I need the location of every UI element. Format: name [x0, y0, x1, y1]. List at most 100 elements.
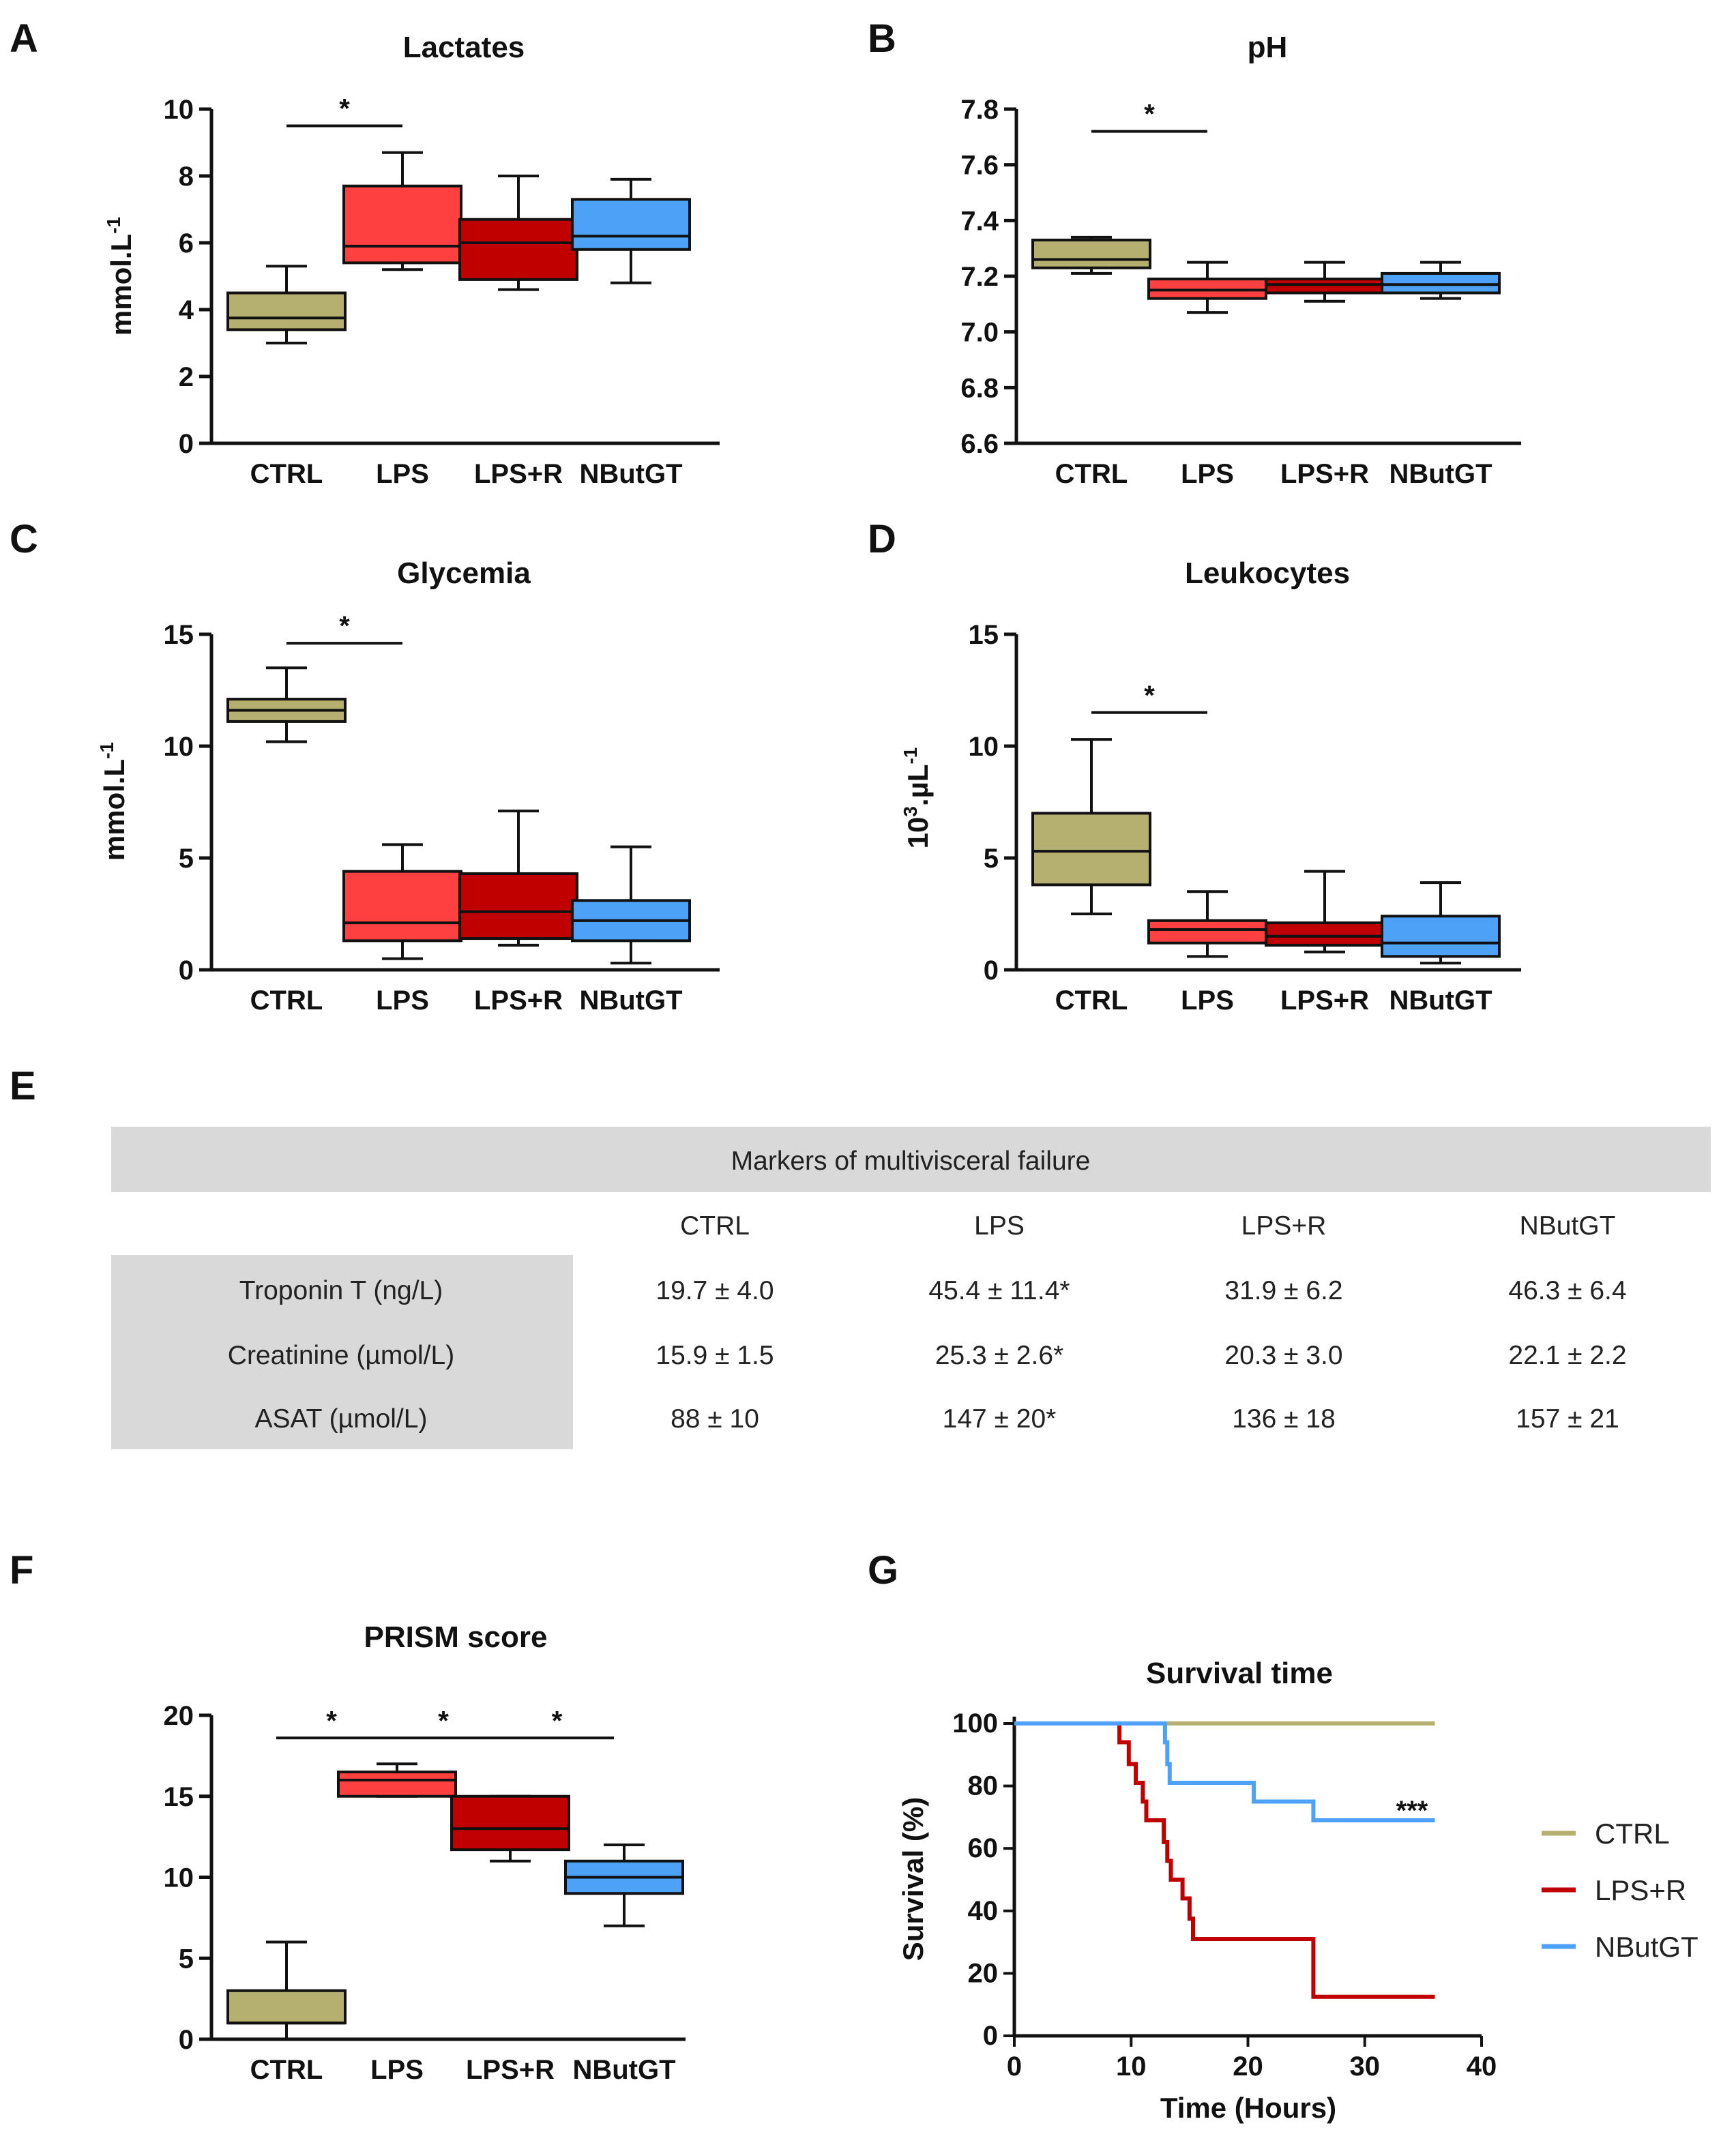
significance-annotation: *** — [1396, 1796, 1428, 1826]
panel-b: pH 6.6 6.8 7.0 7.2 7.4 7.6 7.8 CTRL LPS LPS+R NButG… — [960, 31, 1521, 489]
box-nbutgt — [571, 845, 691, 965]
y-tick-label: 6.6 — [960, 429, 999, 459]
table-row-label: Creatinine (µmol/L) — [228, 1341, 454, 1370]
box-lps — [342, 843, 462, 960]
significance-star: * — [1144, 681, 1155, 711]
table-cell: 45.4 ± 11.4* — [928, 1276, 1070, 1305]
y-tick-label: 6.8 — [960, 373, 999, 403]
y-tick-label: 6 — [179, 228, 194, 258]
legend-label: CTRL — [1595, 1818, 1670, 1850]
box-iqr — [1381, 915, 1501, 958]
y-tick-label: 20 — [164, 1701, 194, 1731]
box-iqr — [571, 198, 691, 251]
x-tick-label: LPS — [376, 459, 429, 489]
box-iqr — [458, 872, 578, 941]
x-tick-label: NButGT — [1389, 459, 1492, 489]
y-tick-label: 0 — [179, 429, 194, 459]
legend-item: NButGT — [1542, 1931, 1698, 1963]
table-cell: 88 ± 10 — [671, 1404, 759, 1434]
table-markers: Markers of multivisceral failure CTRL LPS L… — [111, 1127, 1711, 1449]
significance-star: * — [438, 1706, 449, 1736]
panel-a: Lactates 0 2 4 6 8 10 mmol.L-1 CTRL LPS LPS+R NButG… — [103, 31, 720, 489]
box-lps-plus-r — [450, 1794, 570, 1863]
y-tick-label: 0 — [179, 956, 194, 986]
y-tick-label: 100 — [952, 1708, 998, 1738]
significance-star: * — [339, 611, 350, 641]
y-tick-label: 10 — [164, 95, 194, 125]
panel-label-d: D — [868, 517, 896, 561]
x-tick-label: LPS+R — [1280, 986, 1369, 1016]
significance-star: * — [326, 1706, 337, 1736]
table-title: Markers of multivisceral failure — [731, 1146, 1091, 1176]
y-tick-label: 40 — [968, 1896, 999, 1926]
box-ctrl — [226, 1940, 347, 2041]
table-cell: 25.3 ± 2.6* — [935, 1341, 1063, 1370]
box-iqr — [342, 184, 462, 265]
x-tick-label: CTRL — [250, 986, 323, 1016]
x-tick-label: CTRL — [250, 2055, 323, 2085]
table-row: Troponin T (ng/L) 19.7 ± 4.0 45.4 ± 11.4* 3… — [239, 1276, 1627, 1305]
box-ctrl — [1031, 235, 1151, 275]
table-row-label: Troponin T (ng/L) — [239, 1276, 443, 1305]
x-tick-label: 30 — [1350, 2052, 1381, 2082]
x-tick-label: 40 — [1467, 2052, 1497, 2082]
panel-c: Glycemia 0 5 10 15 mmol.L-1 CTRL LPS LPS+R NButGT… — [96, 557, 720, 1016]
table-column-header: LPS+R — [1241, 1211, 1327, 1241]
table-cell: 31.9 ± 6.2 — [1224, 1276, 1342, 1305]
legend-item: CTRL — [1542, 1818, 1670, 1850]
table-row: Creatinine (µmol/L) 15.9 ± 1.5 25.3 ± 2.6*… — [228, 1341, 1627, 1370]
box-iqr — [226, 1989, 347, 2025]
box-iqr — [226, 291, 347, 331]
box-iqr — [1265, 278, 1385, 295]
significance-star: * — [339, 94, 350, 124]
panel-f: PRISM score 0 5 10 15 20 CTRL LPS LPS+R NButGT * * * — [164, 1620, 686, 2085]
series-nbutgt — [1014, 1721, 1435, 1822]
x-tick-label: NButGT — [579, 459, 682, 489]
x-tick-label: LPS — [370, 2055, 424, 2085]
y-tick-label: 20 — [968, 1958, 999, 1988]
table-title-band — [111, 1127, 1711, 1192]
y-tick-label: 10 — [164, 732, 194, 762]
panel-label-c: C — [10, 517, 38, 561]
y-axis-label: mmol.L-1 — [103, 217, 137, 336]
y-tick-label: 0 — [179, 2025, 194, 2055]
box-nbutgt — [1381, 261, 1501, 300]
box-nbutgt — [571, 177, 691, 284]
x-tick-label: LPS+R — [1280, 459, 1369, 489]
table-cell: 157 ± 21 — [1516, 1404, 1619, 1434]
box-iqr — [458, 218, 578, 281]
y-axis-label: Survival (%) — [897, 1797, 929, 1961]
box-ctrl — [1031, 738, 1151, 915]
y-axis-label: 103.µL-1 — [900, 747, 934, 849]
y-tick-label: 15 — [969, 620, 999, 650]
chart-title: Survival time — [1146, 1657, 1333, 1690]
y-tick-label: 80 — [968, 1771, 999, 1801]
y-tick-label: 8 — [179, 162, 194, 192]
legend-label: NButGT — [1595, 1931, 1698, 1963]
table-cell: 147 ± 20* — [943, 1404, 1057, 1434]
x-tick-label: LPS — [1181, 986, 1234, 1016]
box-lps — [337, 1762, 457, 1798]
y-tick-label: 5 — [179, 1944, 194, 1974]
row-label-band — [111, 1255, 573, 1449]
y-tick-label: 7.8 — [960, 95, 999, 125]
legend-item: LPS+R — [1542, 1874, 1686, 1906]
x-tick-label: CTRL — [1055, 986, 1128, 1016]
table-cell: 46.3 ± 6.4 — [1508, 1276, 1626, 1305]
x-tick-label: CTRL — [1055, 459, 1128, 489]
box-ctrl — [226, 265, 347, 344]
legend: CTRL LPS+R NButGT — [1542, 1818, 1698, 1963]
panel-label-e: E — [10, 1064, 36, 1108]
x-tick-label: LPS — [376, 986, 429, 1016]
y-tick-label: 60 — [968, 1833, 999, 1863]
table-cell: 136 ± 18 — [1232, 1404, 1336, 1434]
y-tick-label: 15 — [164, 1782, 194, 1812]
table-cell: 19.7 ± 4.0 — [656, 1276, 774, 1305]
table-column-header: NButGT — [1520, 1211, 1616, 1241]
x-tick-label: CTRL — [250, 459, 323, 489]
x-tick-label: 10 — [1116, 2052, 1147, 2082]
y-tick-label: 7.0 — [960, 318, 999, 348]
y-tick-label: 5 — [179, 844, 194, 874]
box-nbutgt — [1381, 881, 1501, 965]
x-tick-label: LPS — [1181, 459, 1234, 489]
